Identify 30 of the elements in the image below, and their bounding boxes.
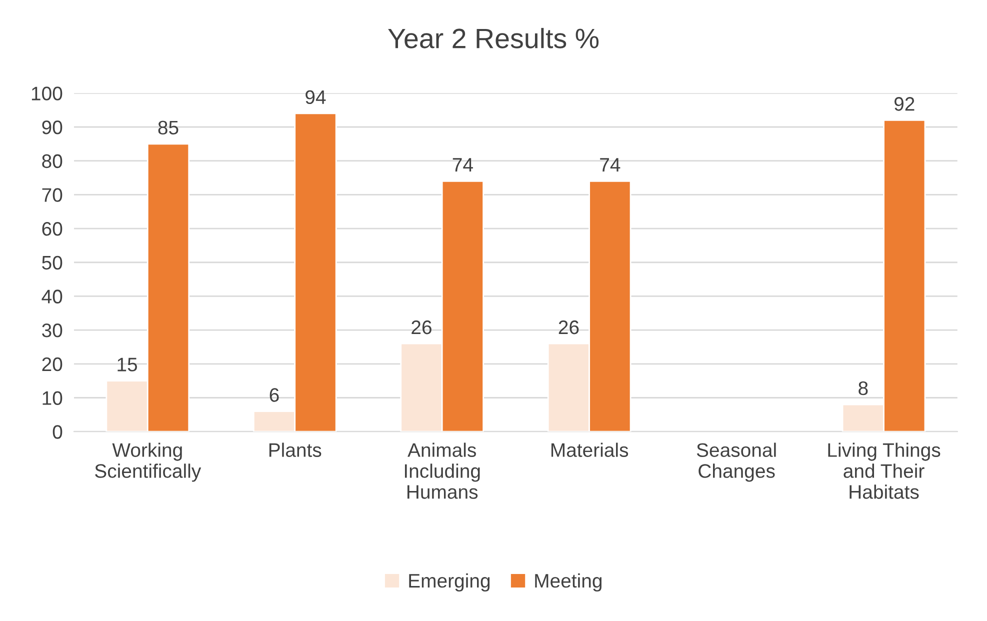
y-tick-label: 30: [42, 324, 62, 338]
y-tick-label: 80: [42, 154, 62, 168]
y-tick-label: 100: [32, 86, 62, 100]
data-label: 26: [558, 320, 579, 334]
y-tick-label: 70: [42, 188, 62, 202]
data-label: 8: [858, 381, 868, 396]
x-tick-label: Living Things and Their Habitats: [828, 442, 940, 499]
data-label: 94: [306, 90, 326, 104]
x-tick-label: Materials: [551, 442, 628, 457]
y-tick-label: 0: [52, 425, 62, 439]
data-label: 6: [270, 388, 279, 402]
x-tick-label: Working Scientifically: [95, 442, 202, 482]
data-label: 85: [158, 120, 178, 135]
y-tick-label: 10: [42, 391, 62, 405]
y-tick-label: 40: [42, 290, 62, 304]
legend-label: Emerging: [409, 573, 490, 592]
y-tick-label: 20: [42, 357, 62, 372]
data-label: 92: [894, 97, 914, 111]
y-tick-label: 60: [42, 222, 62, 236]
x-tick-label: Animals Including Humans: [404, 442, 480, 499]
data-label: 74: [600, 158, 620, 172]
x-tick-label: Plants: [269, 442, 322, 457]
y-tick-label: 90: [42, 120, 62, 134]
legend-label: Meeting: [535, 573, 602, 592]
data-label: 74: [452, 158, 473, 172]
data-label: 26: [412, 320, 432, 334]
y-tick-label: 50: [42, 256, 62, 270]
data-label: 15: [118, 358, 138, 372]
x-tick-label: Seasonal Changes: [696, 442, 776, 482]
chart-title: Year 2 Results %: [388, 28, 599, 48]
